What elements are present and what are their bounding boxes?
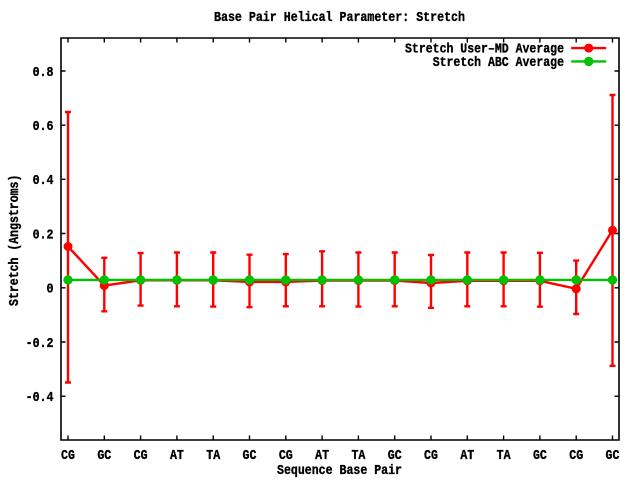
- svg-text:GC: GC: [97, 449, 111, 464]
- svg-text:0: 0: [47, 283, 54, 298]
- svg-text:Stretch User–MD Average: Stretch User–MD Average: [405, 43, 564, 58]
- svg-text:CG: CG: [569, 449, 583, 464]
- svg-text:CG: CG: [134, 449, 148, 464]
- svg-text:AT: AT: [460, 449, 474, 464]
- svg-text:Base Pair Helical Parameter: S: Base Pair Helical Parameter: Stretch: [214, 11, 465, 26]
- svg-text:AT: AT: [315, 449, 329, 464]
- svg-text:-0.4: -0.4: [26, 391, 54, 406]
- svg-text:0.6: 0.6: [33, 120, 54, 135]
- svg-text:GC: GC: [606, 449, 620, 464]
- svg-text:TA: TA: [497, 449, 512, 464]
- svg-text:Sequence Base Pair: Sequence Base Pair: [277, 464, 402, 479]
- svg-text:0.2: 0.2: [33, 228, 54, 243]
- svg-text:-0.2: -0.2: [26, 337, 54, 352]
- svg-text:0.8: 0.8: [33, 66, 54, 81]
- svg-text:GC: GC: [388, 449, 402, 464]
- svg-text:AT: AT: [170, 449, 184, 464]
- svg-text:CG: CG: [61, 449, 75, 464]
- svg-text:0.4: 0.4: [33, 174, 54, 189]
- svg-text:Stretch (Angstroms): Stretch (Angstroms): [8, 175, 23, 306]
- svg-text:TA: TA: [206, 449, 221, 464]
- svg-text:CG: CG: [424, 449, 438, 464]
- svg-text:GC: GC: [533, 449, 547, 464]
- svg-text:GC: GC: [243, 449, 257, 464]
- svg-text:Stretch ABC Average: Stretch ABC Average: [433, 56, 564, 71]
- svg-text:CG: CG: [279, 449, 293, 464]
- svg-text:TA: TA: [351, 449, 366, 464]
